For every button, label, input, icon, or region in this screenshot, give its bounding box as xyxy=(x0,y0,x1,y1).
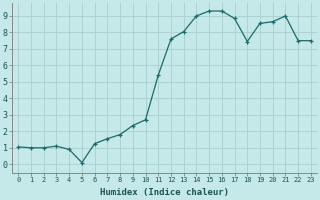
X-axis label: Humidex (Indice chaleur): Humidex (Indice chaleur) xyxy=(100,188,229,197)
